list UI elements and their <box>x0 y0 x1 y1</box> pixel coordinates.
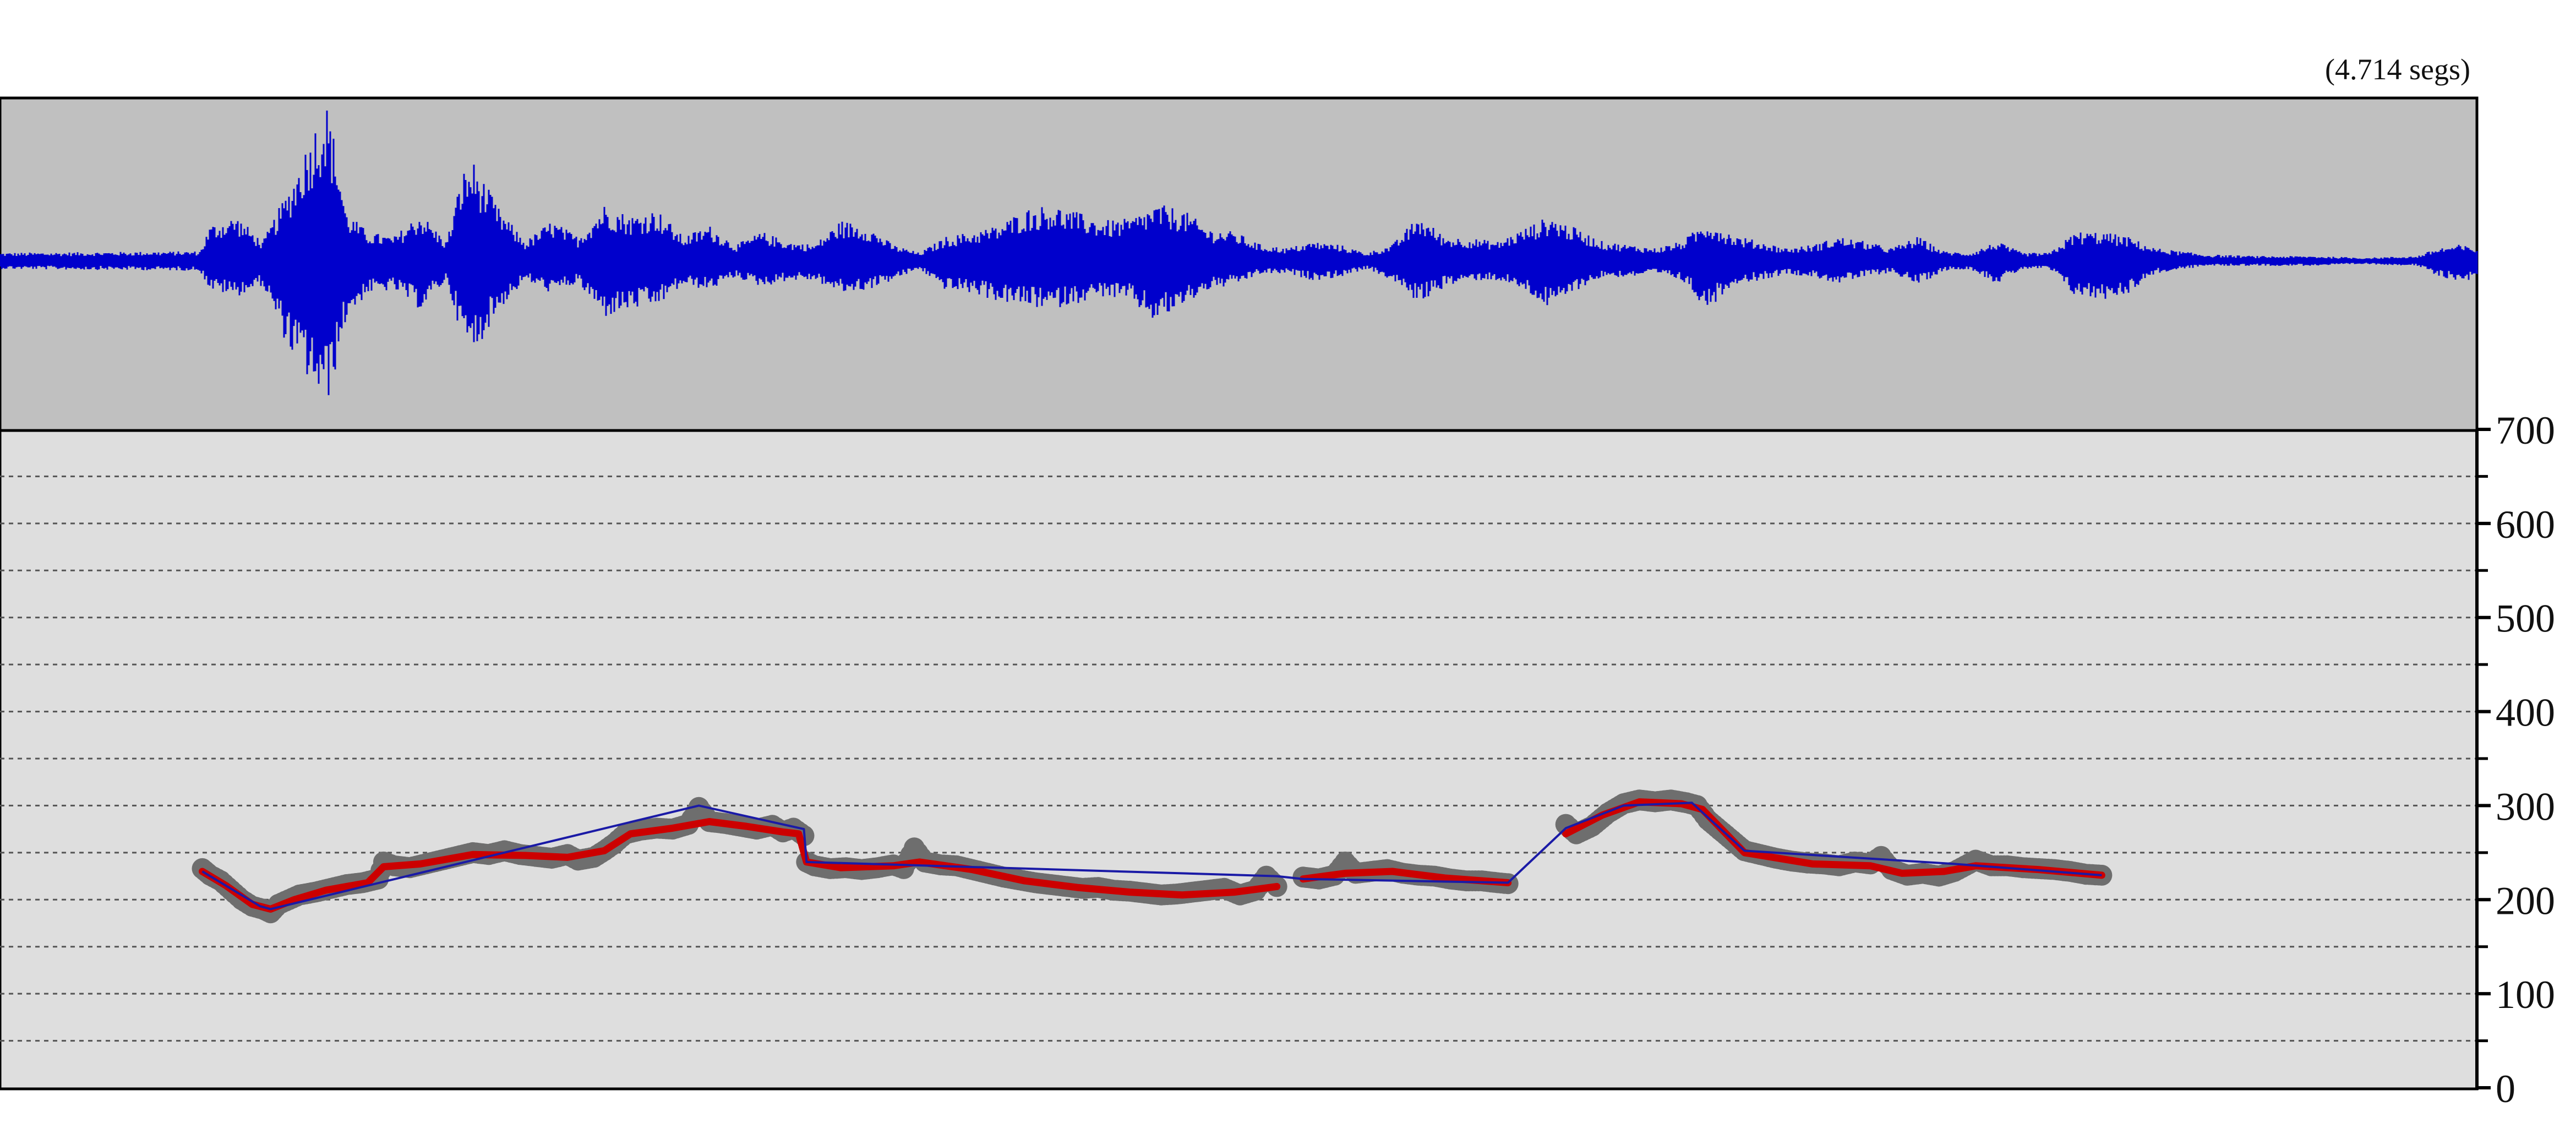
smoothed-pitch-point <box>795 830 802 837</box>
duration-label: (4.714 segs) <box>2325 53 2470 86</box>
waveform-trace <box>0 110 2478 395</box>
stylized-pitch-layer <box>201 802 2102 911</box>
y-tick-label: 500 <box>2496 597 2555 641</box>
y-tick-label: 400 <box>2496 691 2555 735</box>
y-tick-label: 200 <box>2496 879 2555 923</box>
y-tick-label: 700 <box>2496 408 2555 453</box>
y-tick-label: 300 <box>2496 784 2555 828</box>
pitch-grid <box>0 475 2477 1042</box>
y-axis-ticks: 0 100 200 300 400 500 600 700 <box>2477 408 2555 1111</box>
pitch-panel <box>0 429 2479 1091</box>
smoothed-pitch-point <box>1273 883 1280 890</box>
y-tick-label: 600 <box>2496 503 2555 547</box>
y-tick-label: 0 <box>2496 1067 2515 1111</box>
y-tick-label: 100 <box>2496 973 2555 1017</box>
waveform-layer <box>0 110 2478 395</box>
stylized-pitch-line <box>201 802 2102 911</box>
